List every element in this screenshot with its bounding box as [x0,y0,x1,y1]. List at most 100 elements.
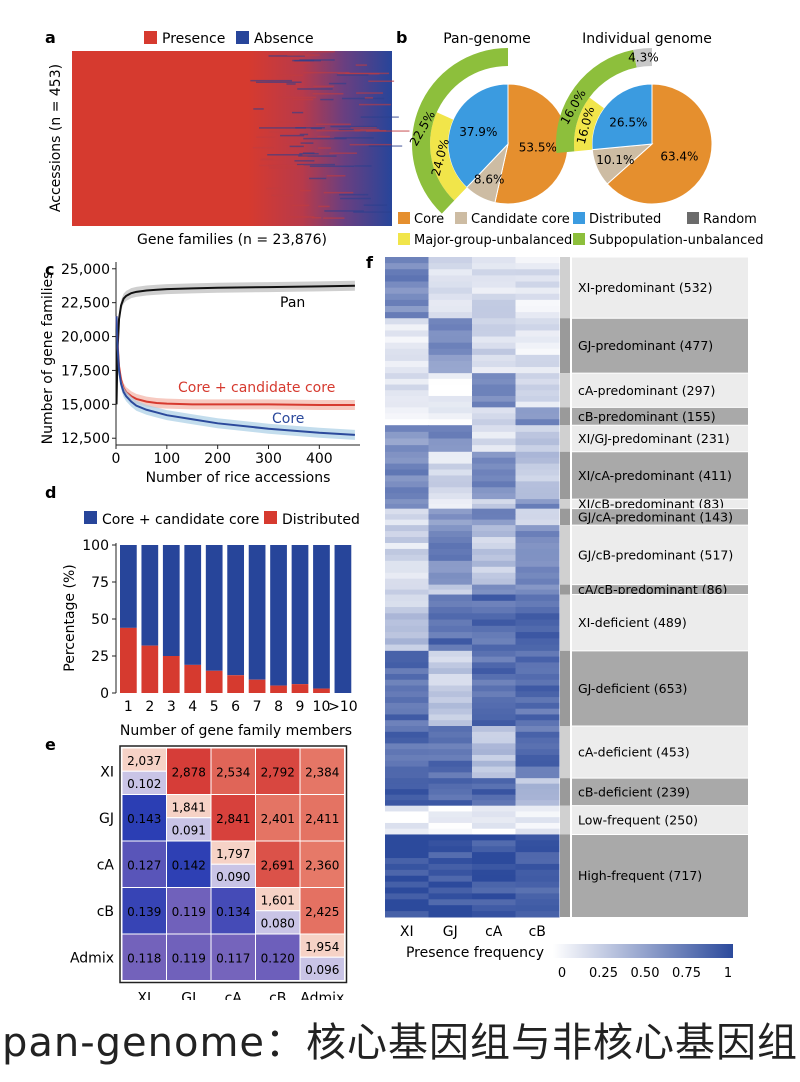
f-cell [428,407,473,414]
d-bar-core [141,545,159,646]
f-cell [515,531,560,538]
f-cell [515,367,560,374]
f-cell [515,679,560,687]
f-cell [515,275,560,282]
f-cell [428,726,473,733]
f-cell [428,731,473,739]
f-cell [515,875,560,883]
f-cell [428,324,473,331]
pan-genome-pie: 53.5%8.6%37.9%24.0%22.5% [407,48,569,214]
individual-genome-title: Individual genome [582,31,712,47]
f-cell [385,673,429,681]
f-cell [385,697,429,704]
heatmap-streak [318,205,330,208]
f-cell [515,834,560,841]
heatmap-streak [309,165,355,168]
f-cell [428,493,473,500]
f-cell [472,508,516,515]
f-cell [472,367,516,374]
heatmap-streak [356,92,383,94]
f-cell [472,594,516,602]
f-cell [515,584,560,591]
e-upper-cell [299,887,345,935]
f-cell [385,805,429,812]
heatmap-streak [363,204,388,206]
f-cell [385,373,429,380]
label-core: 53.5% [519,140,557,154]
f-cell [515,281,560,289]
random-swatch [687,212,699,224]
c-xtick-label: 300 [255,451,282,467]
d-bar-core [313,545,330,689]
f-group-label: cA-predominant (297) [578,383,715,398]
f-cell [515,560,560,568]
f-cell [472,668,516,675]
f-cell [428,817,473,824]
d-bar-core [184,545,202,665]
f-cell [428,794,473,801]
f-cell [472,318,516,325]
e-upper-value: 2,411 [305,812,339,826]
e-lower-value: 0.118 [127,951,161,965]
f-cell [428,572,473,580]
e-upper-cell [210,747,256,795]
f-cell [428,589,473,596]
f-group-label: GJ/cB-predominant (517) [578,547,733,562]
f-cell [428,360,473,368]
f-cell [385,514,429,521]
f-cell [515,911,560,918]
f-cell [515,760,560,768]
legend-distributed: Distributed [589,212,661,227]
d-bar-distributed [205,670,223,693]
d-bar-distributed [120,627,137,693]
f-cell [515,554,560,562]
e-upper-value: 2,792 [261,765,295,779]
d-bar-core [227,545,245,676]
panel-label-b: b [396,28,407,47]
legend-candidate-core: Candidate core [471,212,570,227]
d-xtick-label: 8 [274,699,283,715]
f-cell [515,811,560,818]
f-cell [472,257,516,264]
f-cell [515,413,560,420]
f-cell [472,644,516,652]
e-upper-cell [255,794,301,842]
f-cell [385,367,429,374]
e-lower-value: 0.119 [172,905,206,919]
f-cell [428,487,473,494]
f-cell [515,469,560,476]
f-cell [428,578,473,586]
f-cell [515,858,560,865]
f-group-label: GJ-deficient (653) [578,681,687,696]
f-cell [515,638,560,646]
f-cell [385,419,429,426]
panel-a-xlabel: Gene families (n = 23,876) [137,232,327,248]
f-cell [385,401,429,408]
f-cell [385,766,429,773]
e-upper-cell [166,747,212,795]
f-cell [428,525,473,532]
f-cell [428,475,473,482]
d-bar-distributed [313,688,330,693]
heatmap-streak [338,129,361,131]
f-cell [515,548,560,556]
f-cell [472,451,516,459]
f-cell [472,281,516,289]
f-cell [428,749,473,756]
e-lower-value: 0.127 [127,858,161,872]
f-cell [385,305,429,313]
f-cell [472,805,516,812]
f-cell [472,425,516,433]
f-group-label-bg [572,805,748,835]
heatmap-streak [316,129,361,132]
f-cell [472,650,516,658]
f-cell [515,431,560,439]
heatmap-streak [283,143,306,146]
f-group-bar [560,650,570,727]
f-cell [472,691,516,698]
f-cell [472,887,516,894]
f-cell [515,673,560,681]
f-group-bar [560,525,570,585]
e-row-label: Admix [70,950,114,966]
ring-subpopulation [412,48,508,214]
